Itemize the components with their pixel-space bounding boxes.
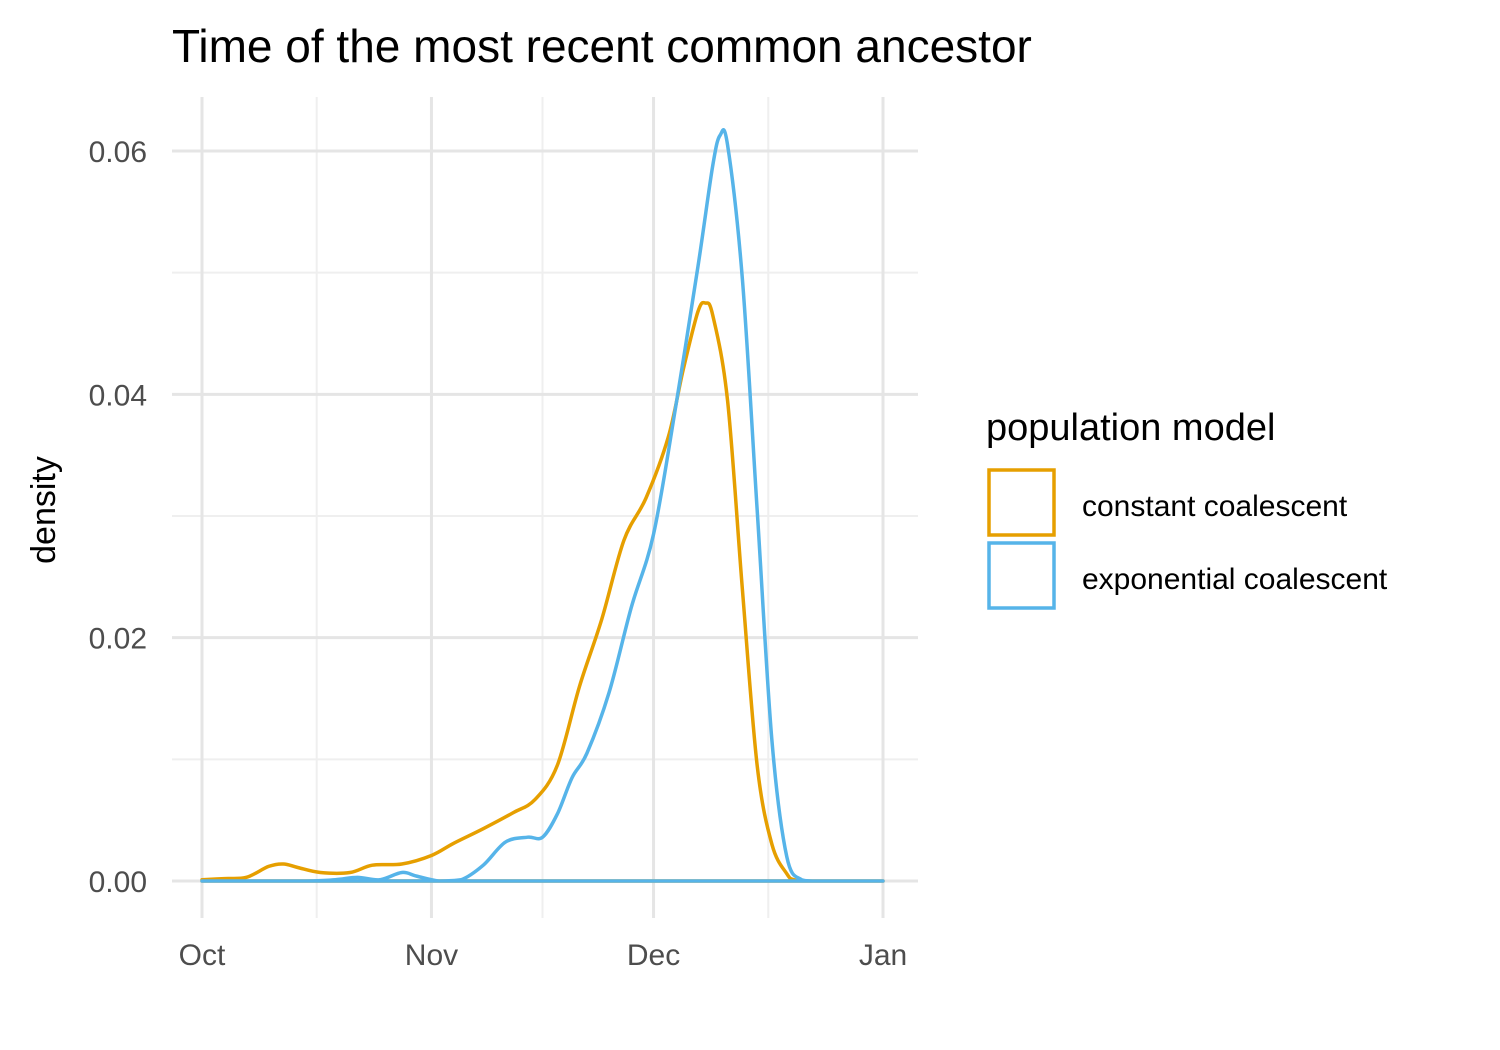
legend-label-exponential-coalescent: exponential coalescent	[1082, 563, 1388, 596]
legend-title: population model	[986, 407, 1275, 449]
x-tick-label: Dec	[627, 939, 680, 972]
legend-key-exponential-coalescent	[987, 541, 1056, 610]
series-line-constant-coalescent	[200, 300, 885, 883]
legend-label-constant-coalescent: constant coalescent	[1082, 490, 1348, 523]
x-tick-labels: Oct Nov Dec Jan	[179, 939, 908, 972]
y-tick-label: 0.00	[89, 866, 147, 899]
series-layer	[200, 128, 885, 883]
legend-key-constant-coalescent	[987, 468, 1056, 537]
y-tick-label: 0.02	[89, 623, 147, 656]
series-line-exponential-coalescent	[200, 128, 885, 883]
x-tick-label: Nov	[405, 939, 458, 972]
y-tick-labels: 0.00 0.02 0.04 0.06	[89, 136, 147, 899]
y-axis-label: density	[25, 456, 63, 564]
legend: population model constant coalescent exp…	[986, 407, 1388, 610]
x-tick-label: Jan	[859, 939, 907, 972]
y-tick-label: 0.06	[89, 136, 147, 169]
chart-title: Time of the most recent common ancestor	[172, 20, 1032, 72]
x-tick-label: Oct	[179, 939, 226, 972]
y-tick-label: 0.04	[89, 379, 147, 412]
grid	[172, 97, 918, 918]
